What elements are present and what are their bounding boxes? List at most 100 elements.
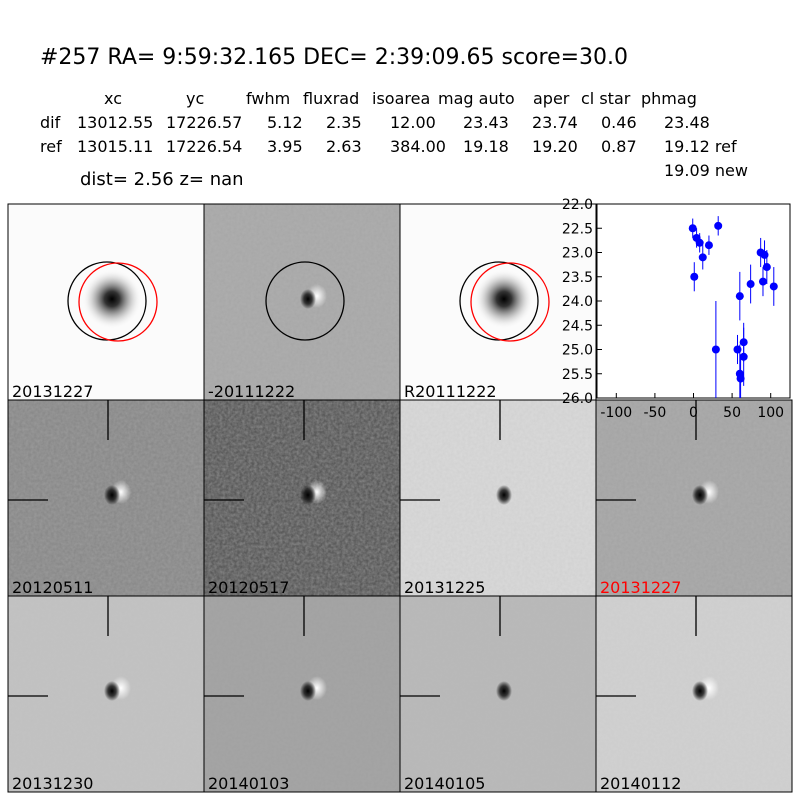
dist-line: dist= 2.56 z= nan <box>80 169 244 190</box>
point <box>762 263 771 272</box>
stamp: 20120511 <box>7 399 205 597</box>
column-header: isoarea <box>372 89 430 108</box>
table-cell: 19.20 <box>532 137 578 156</box>
y-tick-label: 24.0 <box>562 294 593 310</box>
point <box>735 292 744 301</box>
stamp: 20120517 <box>203 399 401 597</box>
stamp: 20140112 <box>595 595 793 793</box>
stamp: R20111222 <box>399 203 597 401</box>
column-header: fluxrad <box>303 89 359 108</box>
table-cell: 0.46 <box>601 113 637 132</box>
stamp: 20131227 <box>595 399 793 597</box>
table-cell: 23.43 <box>463 113 509 132</box>
aperture-circle <box>265 261 345 341</box>
stamp-frame <box>595 595 793 793</box>
point <box>704 241 713 250</box>
table-cell: 2.63 <box>326 137 362 156</box>
y-tick-label: 23.5 <box>562 270 593 286</box>
residual-negative <box>300 485 316 505</box>
table-cell: ref <box>40 137 62 156</box>
title: #257 RA= 9:59:32.165 DEC= 2:39:09.65 sco… <box>40 45 628 70</box>
stamp: 20131227 <box>7 203 205 401</box>
y-tick-label: 26.0 <box>562 391 593 407</box>
x-tick-label: 0 <box>689 405 698 421</box>
column-header: yc <box>186 89 204 108</box>
table-cell: 13012.55 <box>77 113 153 132</box>
x-tick-label: 50 <box>723 405 741 421</box>
point <box>695 238 704 247</box>
x-tick-label: -100 <box>600 405 632 421</box>
stamp: 20140105 <box>399 595 597 793</box>
residual-negative <box>692 681 708 701</box>
point <box>714 221 723 230</box>
point <box>690 272 699 281</box>
residual-negative <box>300 681 316 701</box>
point <box>736 374 745 383</box>
table-cell: 23.74 <box>532 113 578 132</box>
table-cell: 13015.11 <box>77 137 153 156</box>
aperture-circle-ref <box>78 262 158 342</box>
light-curve: 22.0 22.5 23.0 23.5 24.0 24.5 25.0 25.5 26.0 -100… <box>562 197 791 421</box>
point <box>746 280 755 289</box>
table-cell: 17226.54 <box>166 137 242 156</box>
x-tick-label: -50 <box>643 405 666 421</box>
residual-negative <box>496 485 512 505</box>
stamp-label: 20131225 <box>404 578 485 597</box>
point <box>769 282 778 291</box>
point <box>711 345 720 354</box>
y-tick-label: 24.5 <box>562 318 593 334</box>
stamp: 20131230 <box>7 595 205 793</box>
y-tick-label: 22.0 <box>562 197 593 213</box>
column-header: aper <box>533 89 570 108</box>
stamp-label: -20111222 <box>208 382 295 401</box>
column-header: xc <box>104 89 122 108</box>
y-tick-label: 25.5 <box>562 367 593 383</box>
table-cell: 12.00 <box>390 113 436 132</box>
x-tick-label: 100 <box>757 405 784 421</box>
stamp-label: 20120517 <box>208 578 289 597</box>
column-header: cl star <box>581 89 631 108</box>
stamp: 20131225 <box>399 399 597 597</box>
table-cell: 384.00 <box>390 137 446 156</box>
point <box>698 253 707 262</box>
plot-area <box>596 203 791 399</box>
stamp: 20140103 <box>203 595 401 793</box>
column-header: fwhm <box>246 89 290 108</box>
y-tick-label: 22.5 <box>562 221 593 237</box>
residual-negative <box>496 681 512 701</box>
stamp-grid: 20131227 -20111222 R20111222 20120511 201205… <box>7 203 793 793</box>
table-cell: 3.95 <box>267 137 303 156</box>
column-header: mag auto <box>438 89 515 108</box>
phmag-new: 19.09 new <box>664 161 748 180</box>
point <box>758 277 767 286</box>
residual-negative <box>300 289 316 309</box>
stamp-label: 20140112 <box>600 774 681 793</box>
y-tick-label: 25.0 <box>562 343 593 359</box>
source <box>474 269 534 329</box>
stamp-label: 20131227 <box>600 578 681 597</box>
aperture-circle-ref <box>470 262 550 342</box>
residual-negative <box>692 485 708 505</box>
table-cell: dif <box>40 113 61 132</box>
point <box>739 352 748 361</box>
table-cell: 23.48 <box>664 113 710 132</box>
table-cell: 0.87 <box>601 137 637 156</box>
table-cell: 5.12 <box>267 113 303 132</box>
residual-negative <box>104 485 120 505</box>
column-header: phmag <box>641 89 697 108</box>
stamp: -20111222 <box>203 203 401 401</box>
stamp-label: 20131227 <box>12 382 93 401</box>
y-tick-label: 23.0 <box>562 246 593 262</box>
residual-negative <box>104 681 120 701</box>
table-cell: 19.18 <box>463 137 509 156</box>
stamp-label: R20111222 <box>404 382 497 401</box>
stamp-label: 20140105 <box>404 774 485 793</box>
stamp-label: 20131230 <box>12 774 93 793</box>
table-cell: 17226.57 <box>166 113 242 132</box>
source <box>82 269 142 329</box>
point <box>688 224 697 233</box>
stamp-label: 20140103 <box>208 774 289 793</box>
stamp-label: 20120511 <box>12 578 93 597</box>
